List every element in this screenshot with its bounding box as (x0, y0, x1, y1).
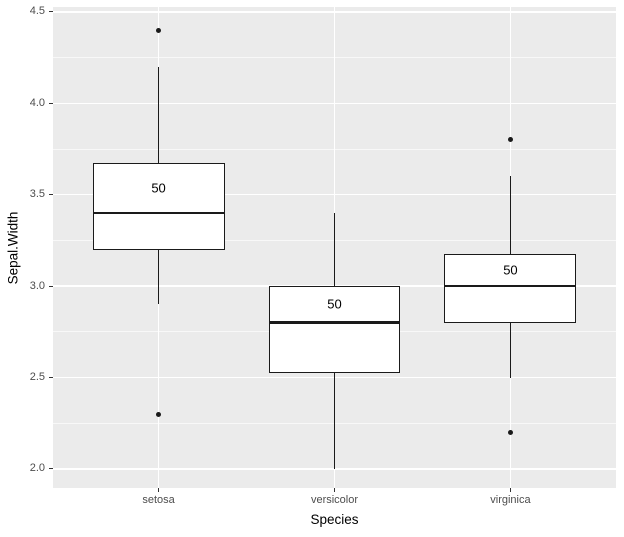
lower-whisker (157, 249, 160, 305)
median-line (444, 284, 577, 288)
y-tick-mark (49, 102, 53, 104)
median-line (92, 211, 225, 215)
y-tick-label: 4.0 (29, 96, 45, 109)
x-tick-mark (334, 488, 335, 492)
y-tick-mark (49, 377, 53, 379)
x-tick-mark (509, 488, 511, 492)
x-tick-label: virginica (490, 494, 531, 506)
y-tick-label: 3.0 (29, 279, 45, 292)
y-tick-label: 3.5 (29, 188, 45, 201)
count-label: 50 (327, 296, 342, 312)
median-line (268, 321, 401, 325)
y-tick-mark (49, 194, 53, 196)
count-label: 50 (151, 180, 166, 196)
box-iqr (444, 254, 577, 323)
y-tick-mark (49, 11, 53, 13)
y-tick-label: 4.5 (29, 5, 45, 18)
lower-whisker (333, 373, 336, 469)
outlier-point (156, 27, 162, 33)
outlier-point (507, 429, 513, 435)
y-tick-label: 2.0 (29, 462, 45, 475)
upper-whisker (509, 176, 512, 255)
x-axis-title: Species (310, 512, 359, 527)
upper-whisker (333, 213, 336, 287)
upper-whisker (157, 66, 160, 163)
plot-panel: 50 50 50 (53, 7, 616, 488)
count-label: 50 (503, 262, 518, 278)
y-tick-mark (49, 285, 53, 287)
x-tick-label: setosa (142, 494, 175, 506)
y-tick-label: 2.5 (29, 371, 45, 384)
box-iqr (268, 286, 401, 373)
y-tick-mark (49, 468, 53, 470)
x-tick-label: versicolor (310, 494, 359, 506)
box-iqr (92, 162, 225, 250)
outlier-point (156, 411, 162, 417)
x-tick-mark (158, 488, 160, 492)
y-axis-title: Sepal.Width (5, 211, 21, 284)
outlier-point (507, 137, 513, 143)
lower-whisker (509, 322, 512, 378)
